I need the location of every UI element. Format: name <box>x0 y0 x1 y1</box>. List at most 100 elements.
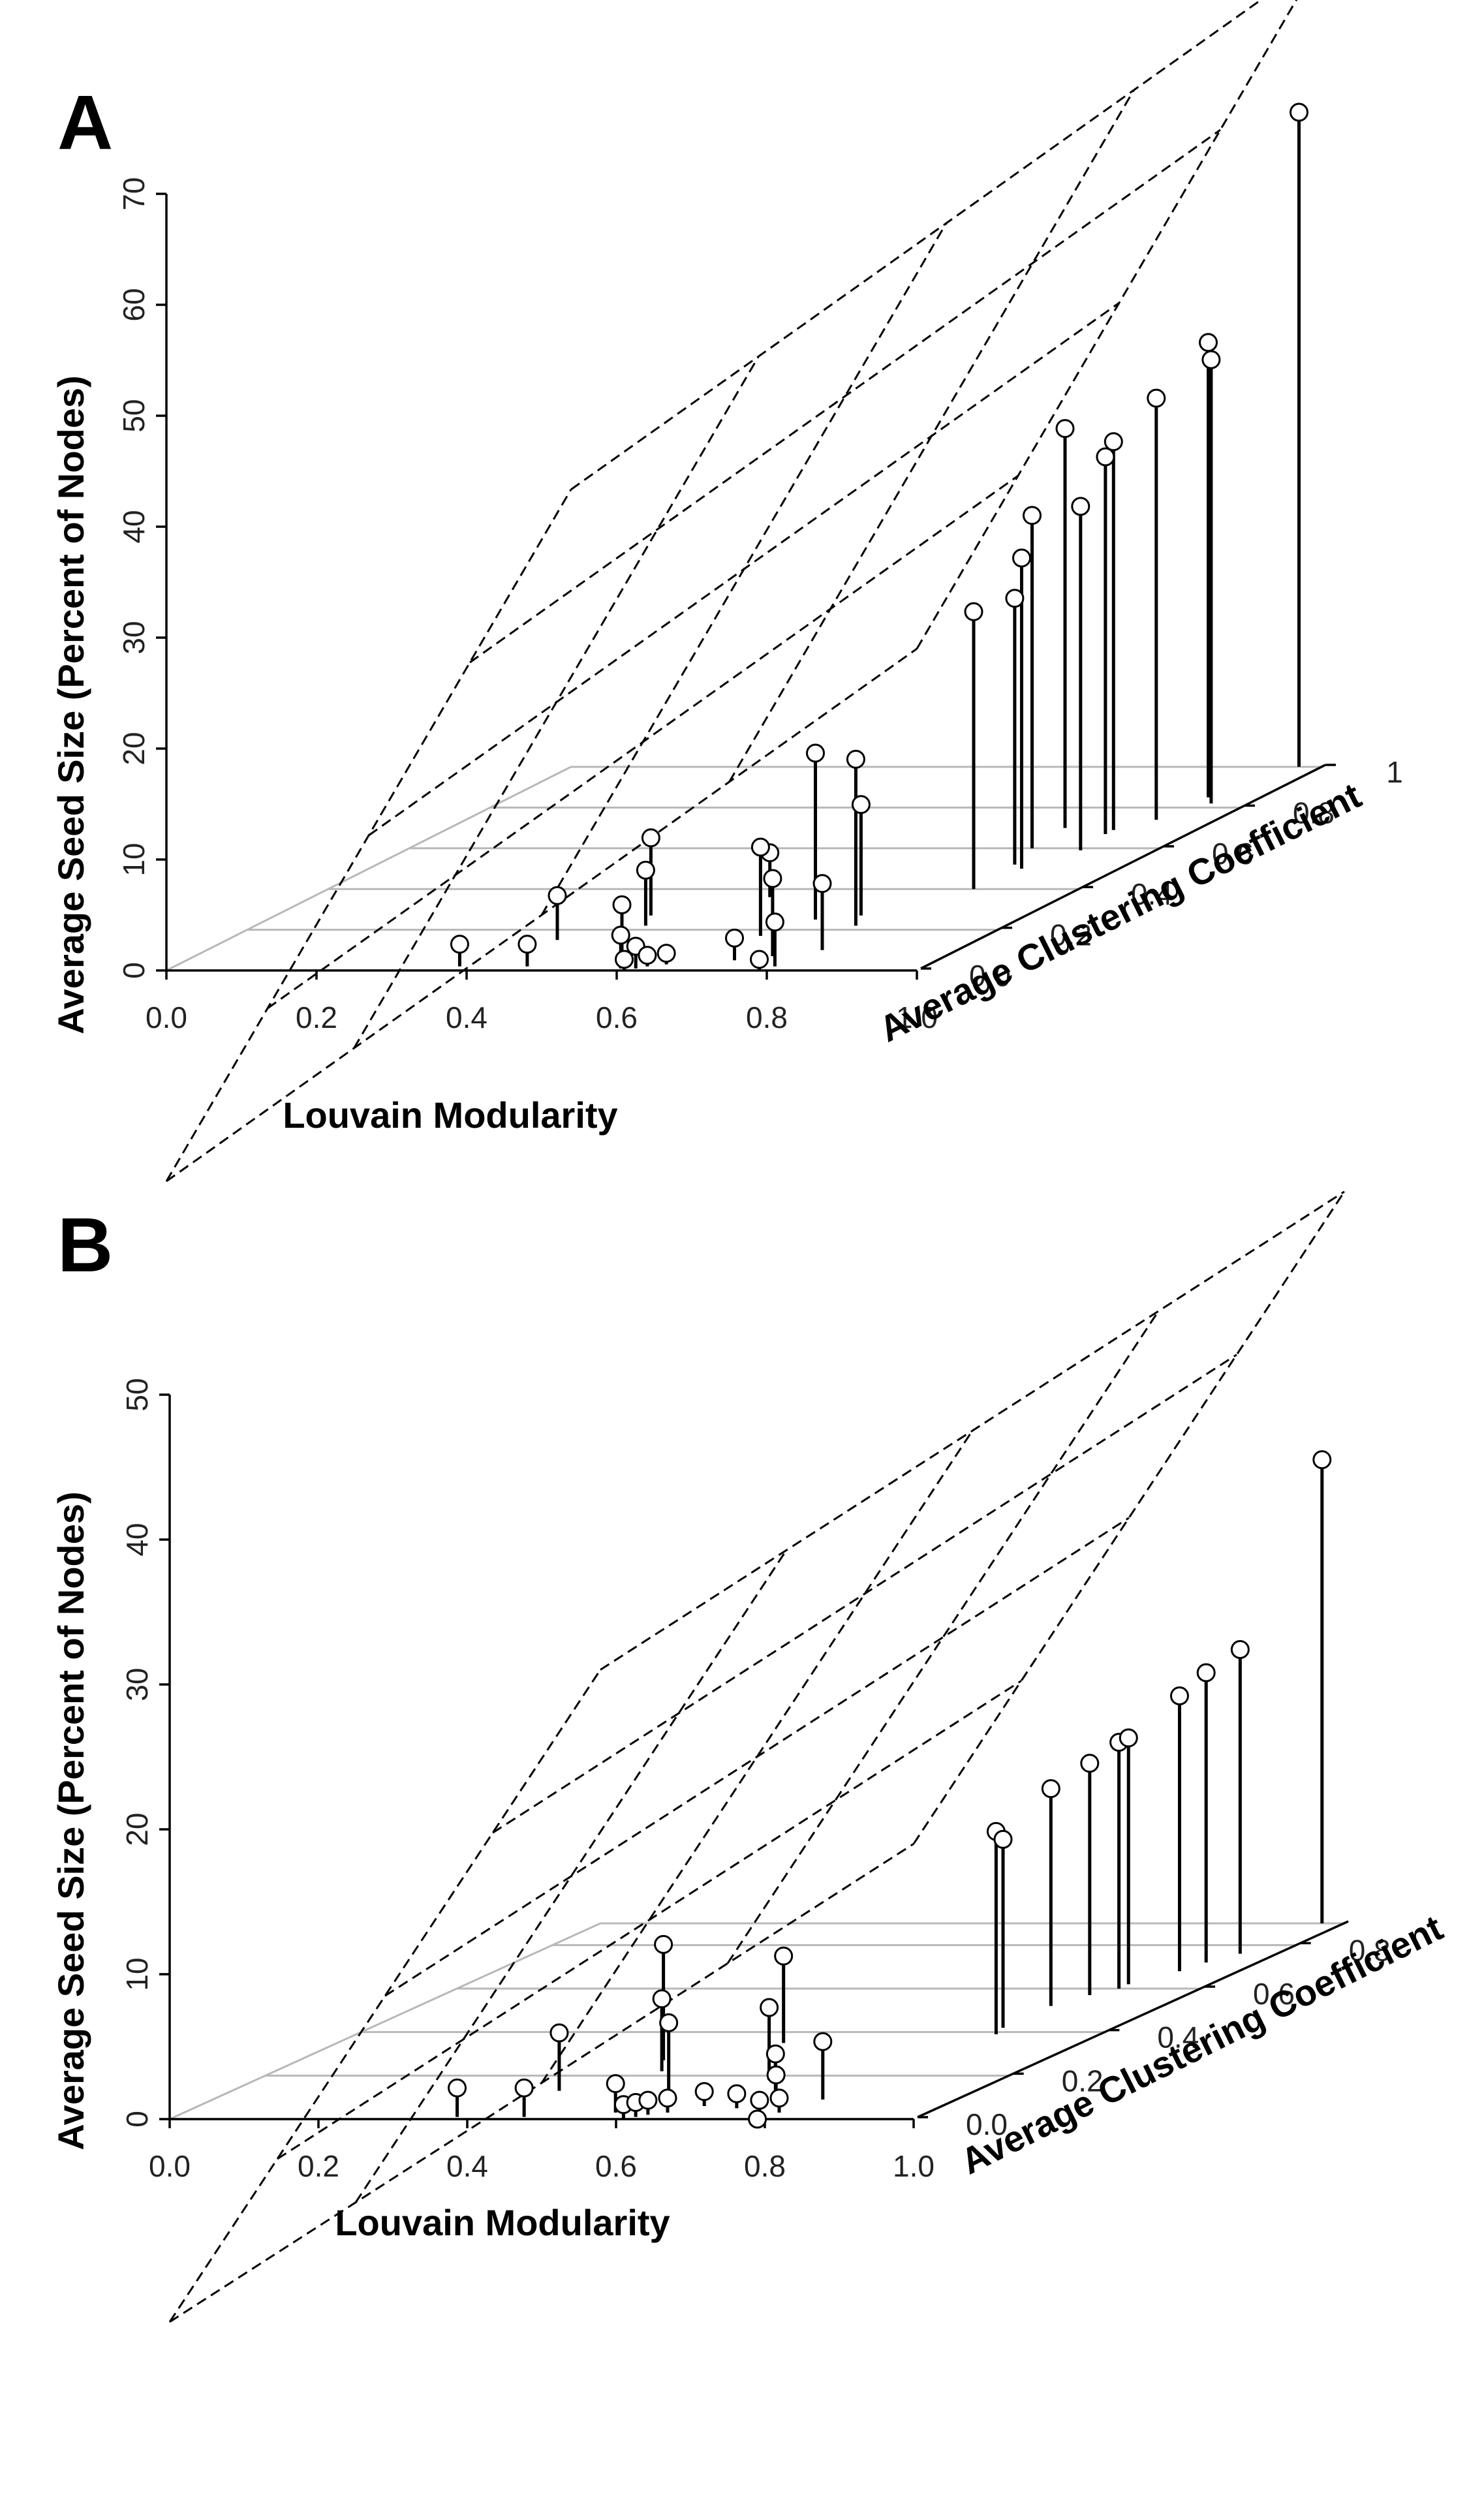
z-tick-label: 30 <box>120 1667 154 1701</box>
plane-grid-line <box>540 223 948 916</box>
plane-grid-line <box>916 0 1298 649</box>
data-point <box>1196 1663 1216 1682</box>
y-tick-label: 0.8 <box>1349 1933 1391 1967</box>
floor-edge-line <box>166 766 572 972</box>
data-point <box>1041 1779 1060 1799</box>
x-tick-label: 0.8 <box>744 2149 786 2183</box>
y-tick-label: 0.2 <box>1062 2064 1104 2098</box>
data-point <box>760 1998 779 2017</box>
data-point <box>765 2044 785 2064</box>
y-tick-label: 0.6 <box>1253 1977 1295 2011</box>
z-tick-label: 20 <box>117 732 151 765</box>
data-point <box>750 837 770 857</box>
panel-b-stems <box>456 1467 1324 2127</box>
z-tick-label: 50 <box>117 399 151 432</box>
data-point <box>1147 388 1166 408</box>
plane-grid-line <box>492 1354 1237 1834</box>
plane-grid-line <box>726 1310 1160 1964</box>
plane-grid-line <box>600 1190 1345 1671</box>
panel-a-points <box>450 102 1308 969</box>
y-tick-label: 0.0 <box>969 959 1011 993</box>
data-point <box>1230 1639 1250 1659</box>
x-tick-label: 0.4 <box>446 2149 488 2183</box>
data-point <box>611 925 630 945</box>
y-axis-line <box>917 1920 1349 2118</box>
data-point <box>1104 432 1123 452</box>
x-tick-label: 1.0 <box>896 1000 938 1034</box>
data-point <box>652 1989 672 2009</box>
panel-a-axes <box>156 193 1336 980</box>
data-point <box>1119 1728 1138 1748</box>
data-point <box>1005 589 1025 608</box>
data-point <box>450 935 469 954</box>
plane-grid-line <box>384 1517 1130 1997</box>
data-point <box>806 743 825 763</box>
y-tick-label: 0.8 <box>1293 796 1335 830</box>
data-point <box>1055 419 1075 439</box>
z-tick-label: 0 <box>117 962 151 979</box>
data-point <box>615 950 634 969</box>
z-tick-label: 30 <box>117 621 151 654</box>
data-point <box>641 828 660 848</box>
z-tick-label: 20 <box>120 1812 154 1846</box>
data-point <box>549 2023 569 2043</box>
data-point <box>548 886 567 905</box>
x-tick-label: 0.2 <box>296 1000 337 1034</box>
data-point <box>518 935 537 954</box>
data-point <box>1096 447 1115 467</box>
y-tick-label: 0.6 <box>1212 837 1254 871</box>
panel-b-z-axis-title: Average Seed Size (Percent of Nodes) <box>50 1491 91 2150</box>
plane-grid-line <box>469 129 1221 664</box>
panel-b-points <box>448 1450 1332 2129</box>
data-point <box>448 2078 467 2098</box>
data-point <box>750 2090 769 2110</box>
y-tick-label: 0.0 <box>966 2107 1008 2141</box>
z-tick-label: 50 <box>120 1378 154 1411</box>
data-point <box>851 795 871 814</box>
z-tick-label: 10 <box>120 1957 154 1991</box>
plane-grid-line <box>353 356 760 1049</box>
floor-edge-line <box>169 1922 601 2120</box>
data-point <box>658 2088 677 2108</box>
z-tick-label: 70 <box>117 177 151 210</box>
plane-grid-line <box>728 89 1135 783</box>
data-point <box>514 2078 534 2098</box>
x-tick-label: 0.0 <box>146 1000 187 1034</box>
panel-b-label: B <box>57 1202 113 1288</box>
panel-a-stems <box>457 120 1301 970</box>
data-point <box>1312 1450 1332 1470</box>
x-tick-label: 0.0 <box>149 2149 191 2183</box>
z-tick-label: 40 <box>120 1523 154 1556</box>
data-point <box>766 2065 786 2085</box>
panel-a-y-axis-title: Average Clustering Coefficient <box>873 775 1367 1050</box>
plane-grid-line <box>165 489 572 1182</box>
data-point <box>1023 506 1042 525</box>
data-point <box>774 1946 794 1966</box>
x-tick-label: 0.4 <box>446 1000 487 1034</box>
y-tick-label: 1 <box>1386 755 1403 789</box>
data-point <box>1201 350 1221 369</box>
data-point <box>1071 497 1090 516</box>
data-point <box>636 860 655 880</box>
data-point <box>654 1934 673 1954</box>
data-point <box>638 2090 658 2110</box>
y-tick-label: 0.4 <box>1131 877 1173 911</box>
data-point <box>727 2084 747 2103</box>
panel-a-label: A <box>57 80 113 166</box>
panel-b-y-axis-title: Average Clustering Coefficient <box>954 1907 1449 2182</box>
data-point <box>750 950 769 969</box>
plane-grid-line <box>277 1680 1022 2160</box>
panel-b-x-axis-title: Louvain Modularity <box>335 2202 670 2243</box>
data-point <box>1080 1754 1100 1773</box>
y-tick-label: 0.2 <box>1050 918 1092 952</box>
x-tick-label: 1.0 <box>893 2149 935 2183</box>
data-point <box>606 2074 625 2094</box>
data-point <box>657 944 676 963</box>
z-tick-label: 60 <box>117 288 151 321</box>
data-point <box>1012 548 1031 568</box>
panel-a-tick-labels: 0.0 0.2 0.4 0.6 0.8 1.0 0 10 20 30 40 50 60 70 0.0 0.2 0… <box>117 177 1403 1034</box>
data-point <box>993 1829 1013 1849</box>
data-point <box>763 869 782 888</box>
z-tick-label: 10 <box>117 843 151 876</box>
